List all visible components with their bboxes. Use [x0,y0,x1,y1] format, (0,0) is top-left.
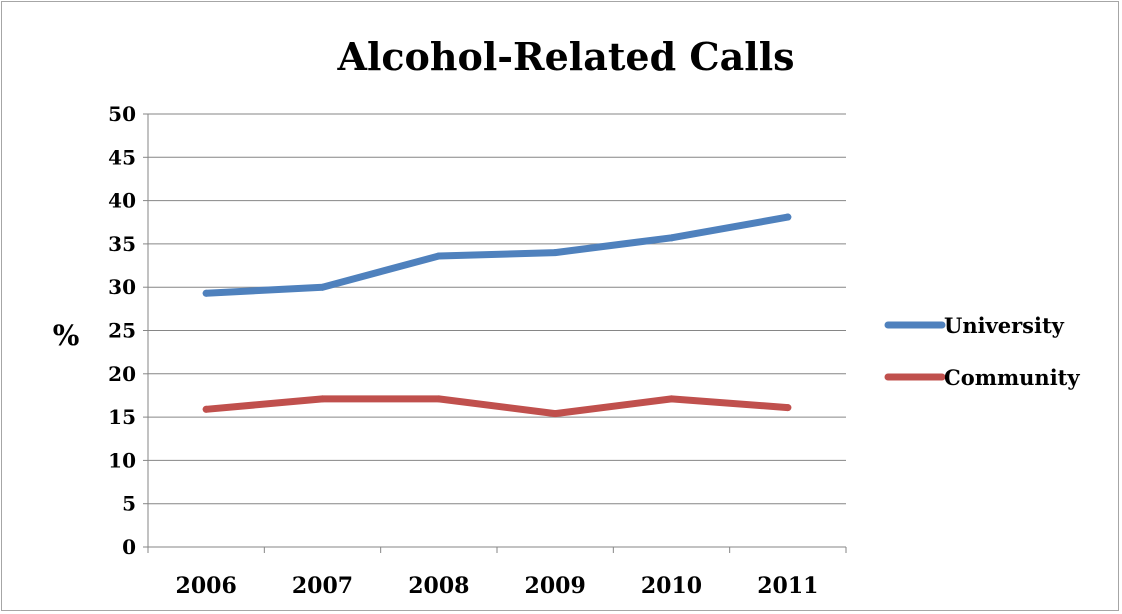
x-tick-label: 2006 [176,573,237,599]
gridlines [148,113,846,505]
data-point-university [435,252,443,260]
series-line-university [202,213,792,297]
x-tick-label: 2008 [408,573,469,599]
y-tick-label: 10 [108,448,136,472]
data-point-university [668,234,675,242]
y-tick-label: 35 [108,232,136,256]
data-point-community [784,404,792,412]
axes [143,113,847,553]
y-tick-label: 15 [108,405,136,429]
y-tick-label: 5 [122,492,136,516]
y-tick-label: 20 [108,362,136,386]
x-tick-label: 2010 [641,573,702,599]
y-tick-label: 50 [108,102,136,126]
x-tick-label: 2011 [757,573,818,599]
chart-title: Alcohol-Related Calls [336,34,794,79]
data-point-university [784,213,792,221]
y-tick-label: 25 [108,319,136,343]
y-axis-label: % [53,319,80,352]
series-line-community [202,395,792,418]
y-tick-label: 30 [108,275,136,299]
y-tick-label: 0 [122,535,136,559]
data-point-community [435,395,443,403]
data-point-community [202,405,210,413]
legend-label-university: University [944,313,1065,338]
data-point-community [551,410,559,418]
data-point-university [551,249,559,257]
data-point-university [202,289,210,297]
data-point-community [668,395,675,403]
y-tick-labels: 0 5 10 15 20 25 30 35 40 45 50 [108,102,136,559]
x-tick-label: 2009 [525,573,586,599]
legend: University Community [884,313,1080,390]
y-tick-label: 45 [108,145,136,169]
data-point-university [319,283,326,291]
series-lines [202,213,792,418]
y-tick-label: 40 [108,189,136,213]
data-point-community [319,395,326,403]
x-tick-labels: 2006 2007 2008 2009 2010 2011 [176,573,819,599]
legend-label-community: Community [944,365,1080,390]
x-tick-label: 2007 [292,573,353,599]
